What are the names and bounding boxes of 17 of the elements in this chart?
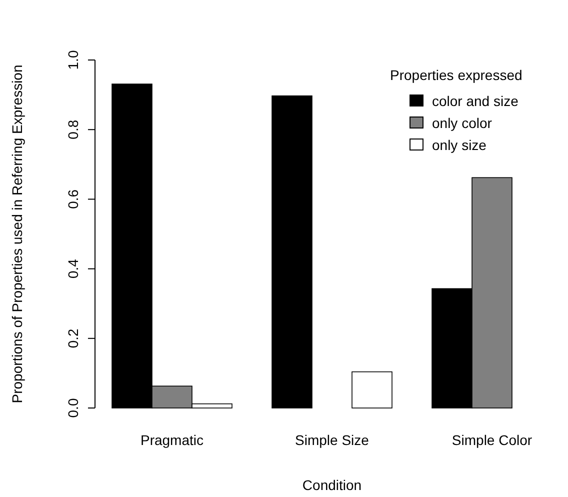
x-tick-label: Simple Size bbox=[295, 432, 370, 448]
legend-label: only color bbox=[432, 115, 492, 131]
x-axis-title: Condition bbox=[302, 477, 362, 493]
y-tick-label: 0.8 bbox=[65, 120, 81, 140]
x-tick-label: Simple Color bbox=[452, 432, 532, 448]
legend-label: only size bbox=[432, 137, 487, 153]
y-axis-title: Proportions of Properties used in Referring Expression bbox=[9, 64, 25, 404]
y-tick-label: 1.0 bbox=[65, 50, 81, 70]
legend-title: Properties expressed bbox=[390, 67, 522, 83]
y-tick-label: 0.2 bbox=[65, 328, 81, 348]
x-tick-label: Pragmatic bbox=[140, 432, 204, 448]
y-tick-label: 0.4 bbox=[65, 258, 81, 279]
bar bbox=[272, 95, 312, 408]
legend-label: color and size bbox=[432, 93, 519, 109]
bar bbox=[352, 371, 392, 408]
y-tick-label: 0.6 bbox=[65, 189, 81, 209]
y-tick-label: 0.0 bbox=[65, 398, 81, 418]
